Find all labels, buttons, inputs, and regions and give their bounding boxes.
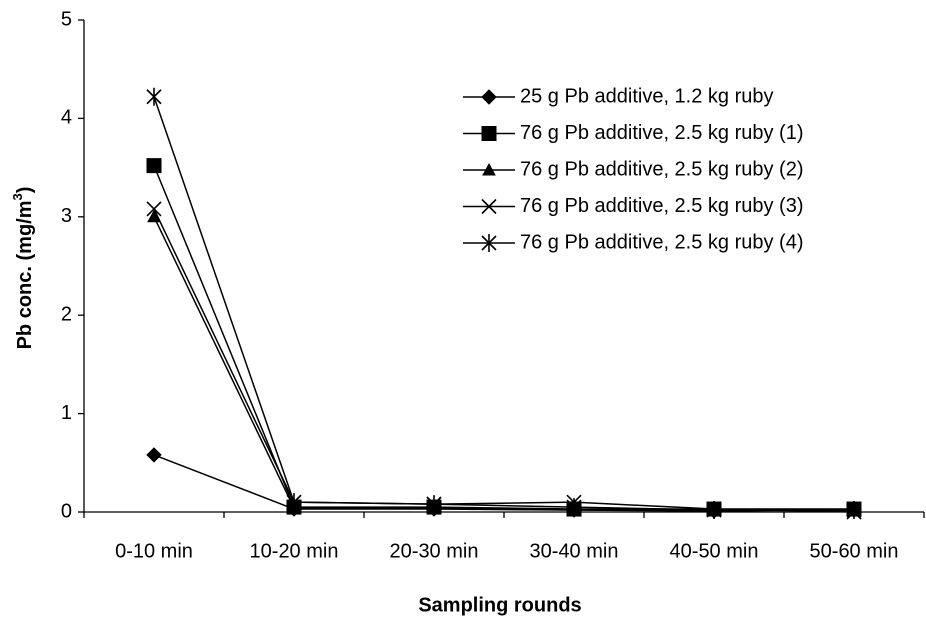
marker bbox=[481, 234, 497, 252]
marker bbox=[146, 201, 162, 217]
x-tick-label: 0-10 min bbox=[115, 540, 193, 562]
marker bbox=[706, 501, 722, 520]
legend-label: 76 g Pb additive, 2.5 kg ruby (1) bbox=[520, 122, 804, 144]
y-axis-label-sup: 3 bbox=[10, 193, 25, 200]
x-axis-label: Sampling rounds bbox=[418, 594, 581, 616]
x-tick-label: 50-60 min bbox=[810, 540, 899, 562]
y-tick-label: 0 bbox=[61, 500, 72, 522]
series-line bbox=[153, 96, 854, 511]
y-tick-label: 5 bbox=[61, 8, 72, 30]
y-tick-label: 3 bbox=[61, 205, 72, 227]
x-tick-label: 30-40 min bbox=[530, 540, 619, 562]
y-tick-label: 2 bbox=[61, 303, 72, 325]
marker bbox=[846, 501, 862, 520]
y-tick-label: 1 bbox=[61, 402, 72, 424]
y-axis-label: Pb conc. (mg/m3) bbox=[10, 187, 36, 350]
y-tick-label: 4 bbox=[61, 107, 72, 129]
x-tick-label: 20-30 min bbox=[390, 540, 479, 562]
marker bbox=[482, 162, 496, 176]
legend-label: 76 g Pb additive, 2.5 kg ruby (3) bbox=[520, 195, 804, 217]
series-line bbox=[153, 216, 854, 511]
marker bbox=[426, 495, 442, 514]
y-axis-label-end: ) bbox=[14, 187, 36, 194]
x-tick-label: 10-20 min bbox=[250, 540, 339, 562]
marker bbox=[146, 87, 162, 106]
series-line bbox=[153, 208, 855, 513]
marker bbox=[481, 126, 497, 141]
legend-label: 76 g Pb additive, 2.5 kg ruby (4) bbox=[520, 231, 804, 253]
marker bbox=[481, 198, 497, 215]
marker bbox=[566, 498, 582, 517]
marker bbox=[146, 447, 162, 463]
marker bbox=[286, 493, 302, 512]
legend-label: 76 g Pb additive, 2.5 kg ruby (2) bbox=[520, 158, 804, 180]
marker bbox=[146, 158, 162, 174]
x-tick-label: 40-50 min bbox=[670, 540, 759, 562]
marker bbox=[481, 89, 497, 105]
series-line bbox=[153, 165, 854, 510]
y-axis-label-main: Pb conc. (mg/m bbox=[14, 201, 36, 350]
legend-label: 25 g Pb additive, 1.2 kg ruby bbox=[520, 85, 774, 107]
